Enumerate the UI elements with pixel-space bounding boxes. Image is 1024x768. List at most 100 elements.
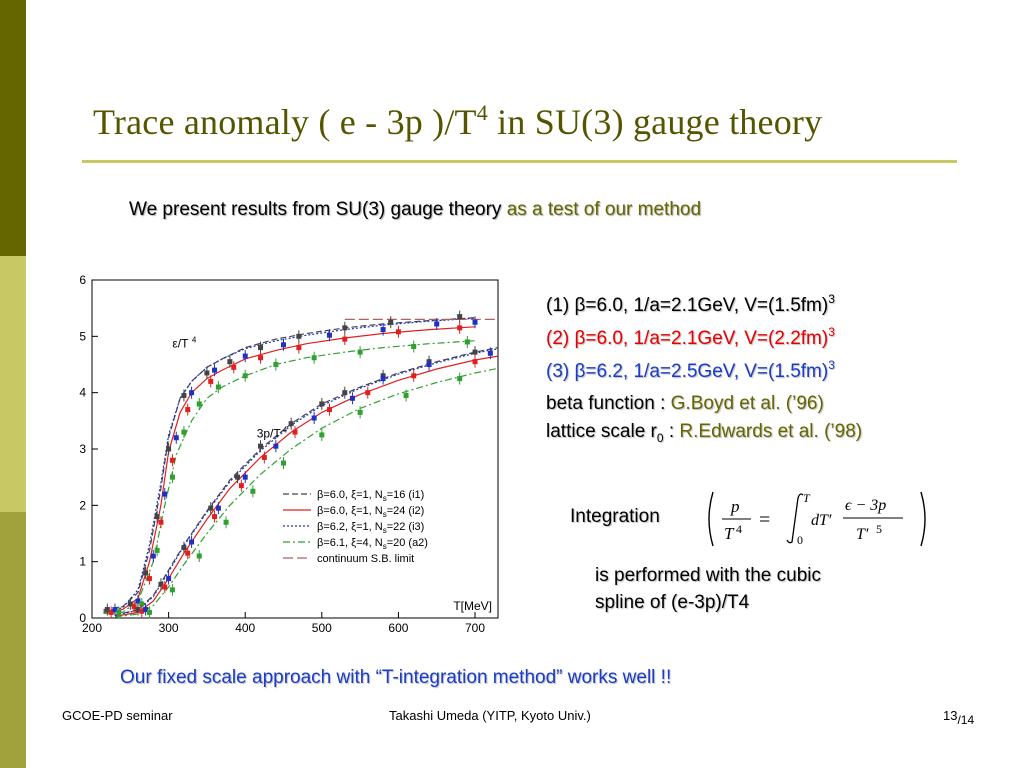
data-point-5-3 (212, 514, 218, 520)
data-point-1-10 (342, 336, 348, 342)
legend-entry-3: β=6.1, ξ=4, Ns=20 (a2) (317, 537, 428, 551)
side-bar-segment-middle (0, 256, 26, 512)
svg-text:5: 5 (876, 522, 882, 536)
data-point-7-1 (169, 587, 175, 593)
data-point-2-5 (189, 390, 195, 396)
data-point-0-1 (127, 601, 133, 607)
data-point-2-11 (434, 321, 440, 327)
param-line-1: (1) β=6.0, 1/a=2.1GeV, V=(1.5fm)3 (546, 292, 835, 316)
svg-text:T: T (724, 524, 735, 543)
integration-note-line-1: is performed with the cubic (595, 565, 821, 586)
data-point-5-9 (411, 373, 417, 379)
y-tick-label-0: 0 (79, 611, 86, 625)
data-point-7-3 (223, 519, 229, 525)
data-point-3-9 (311, 355, 317, 361)
data-point-3-1 (139, 601, 145, 607)
legend-entry-1: β=6.0, ξ=1, Ns=24 (i2) (317, 505, 424, 519)
data-point-4-0 (135, 607, 141, 613)
data-point-1-7 (231, 364, 237, 370)
svg-text:4: 4 (736, 522, 742, 536)
annotation-1: 3p/T (257, 427, 282, 441)
data-point-7-9 (457, 376, 463, 382)
data-point-0-3 (154, 514, 160, 520)
data-point-7-8 (403, 392, 409, 398)
data-point-4-3 (208, 505, 214, 511)
slide-subtitle: We present results from SU(3) gauge theo… (129, 199, 701, 221)
data-point-4-8 (342, 390, 348, 396)
y-tick-label-6: 6 (79, 273, 86, 287)
data-point-0-4 (166, 446, 172, 452)
lattice-scale-line: lattice scale r0 : R.Edwards et al. (’98… (546, 421, 863, 445)
data-point-6-6 (311, 415, 317, 421)
page-number: 13/14 (943, 708, 975, 727)
data-point-6-7 (349, 395, 355, 401)
integration-note: is performed with the cubic spline of (e… (595, 562, 821, 616)
plot-frame (91, 279, 499, 619)
y-tick-label-5: 5 (79, 329, 86, 343)
data-point-2-7 (242, 353, 248, 359)
data-point-3-10 (357, 349, 363, 355)
data-point-2-6 (212, 367, 218, 373)
title-tail: in SU(3) gauge theory (487, 102, 823, 142)
data-point-5-10 (472, 359, 478, 365)
data-point-2-10 (380, 327, 386, 333)
conclusion-text: Our fixed scale approach with “T-integra… (120, 667, 672, 688)
x-tick-label-2: 400 (235, 621, 255, 635)
data-point-2-4 (173, 435, 179, 441)
data-point-6-10 (487, 350, 493, 356)
data-point-5-1 (162, 584, 168, 590)
data-point-1-6 (208, 378, 214, 384)
annotation-sup-0: 4 (192, 336, 197, 345)
data-point-4-7 (319, 401, 325, 407)
data-point-0-6 (204, 370, 210, 376)
data-point-1-9 (296, 345, 302, 351)
beta-function-line: beta function : G.Boyd et al. (’96) (546, 393, 824, 414)
data-point-2-1 (135, 598, 141, 604)
side-accent-bar (0, 0, 26, 768)
data-point-7-7 (357, 409, 363, 415)
data-point-4-6 (288, 421, 294, 427)
data-point-2-12 (472, 319, 478, 325)
data-point-0-2 (143, 570, 149, 576)
integration-label: Integration (570, 506, 660, 527)
side-bar-segment-top (0, 0, 26, 256)
y-tick-label-3: 3 (79, 442, 86, 456)
svg-text:T: T (803, 491, 811, 505)
data-point-2-2 (150, 553, 156, 559)
data-point-3-12 (464, 339, 470, 345)
data-point-5-6 (292, 429, 298, 435)
data-point-0-9 (296, 333, 302, 339)
integration-formula: p T 4 = T 0 dT′ ϵ − 3p T′ 5 (708, 491, 926, 547)
data-point-3-11 (411, 343, 417, 349)
svg-text:=: = (759, 509, 770, 531)
data-point-4-4 (235, 474, 241, 480)
data-point-1-5 (185, 407, 191, 413)
data-point-5-7 (326, 407, 332, 413)
x-axis-label: T[MeV] (453, 599, 492, 613)
x-tick-label-5: 700 (465, 621, 485, 635)
data-point-3-8 (273, 362, 279, 367)
references: beta function : G.Boyd et al. (’96) latt… (546, 390, 862, 452)
data-point-3-6 (215, 384, 221, 390)
data-point-1-12 (457, 325, 463, 331)
data-point-3-7 (242, 373, 248, 379)
series-line-6 (114, 355, 499, 617)
data-point-2-3 (162, 491, 168, 497)
data-point-0-7 (227, 359, 233, 365)
data-point-0-0 (104, 607, 110, 613)
data-point-6-5 (273, 443, 279, 449)
annotation-sup-1: 4 (283, 426, 288, 435)
legend-entry-4: continuum S.B. limit (317, 553, 414, 565)
data-point-1-3 (158, 519, 164, 525)
data-point-3-5 (196, 401, 202, 407)
svg-text:0: 0 (797, 533, 803, 547)
data-point-4-1 (158, 581, 164, 587)
y-tick-label-4: 4 (79, 386, 86, 400)
data-point-7-2 (196, 553, 202, 559)
subtitle-accent: as a test of our method (506, 199, 702, 220)
data-point-0-12 (457, 314, 463, 320)
data-point-4-2 (181, 545, 187, 551)
svg-text:T′: T′ (856, 526, 869, 543)
data-point-6-8 (380, 376, 386, 382)
